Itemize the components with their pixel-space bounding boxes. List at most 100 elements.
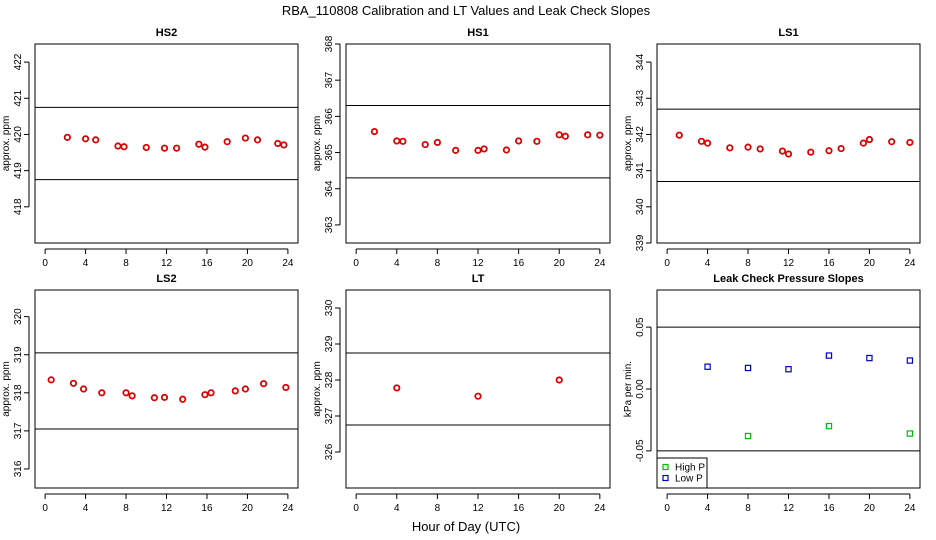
series [675,131,914,158]
y-axis: 363 364 365 366 367 368 [324,35,341,233]
plot-frame [656,289,921,489]
data-point [474,392,482,400]
y-axis-title: approx. ppm [623,116,634,172]
x-tick-label: 12 [472,258,484,269]
data-point [837,144,845,153]
x-tick-label: 4 [705,503,711,514]
x-tick-label: 16 [201,258,213,269]
y-axis-title: approx. ppm [1,361,12,417]
x-tick-label: 8 [123,503,129,514]
data-point [744,143,752,151]
data-point [555,376,563,384]
data-point [207,389,215,397]
data-point [253,136,262,144]
x-tick-label: 24 [594,258,606,269]
data-point [807,148,815,156]
x-tick-label: 0 [664,503,670,514]
y-tick-label: 326 [324,443,335,460]
legend-marker [662,474,669,482]
y-tick-label: 0.00 [635,379,646,399]
data-point [825,352,833,359]
data-point [179,395,187,403]
legend-label: High P [675,463,705,474]
y-axis: 326 327 328 329 330 [324,299,341,460]
y-tick-label: 365 [324,144,335,161]
y-axis: 316 317 318 319 320 [13,308,30,477]
data-point [452,146,460,154]
y-tick-label: 340 [635,198,646,215]
y-tick-label: 329 [324,335,335,352]
x-tick-label: 24 [282,258,294,269]
panel-title: HS2 [156,27,177,39]
data-point [555,131,563,139]
x-tick-label: 20 [242,258,254,269]
data-point [596,131,604,139]
data-point [120,143,128,151]
data-point [98,389,106,397]
data-point [785,366,792,373]
x-axis: 0 4 8 12 16 20 24 [664,493,916,514]
x-tick-label: 24 [904,258,916,269]
data-point [201,143,209,151]
data-point [282,383,290,392]
y-tick-label: 343 [635,89,646,106]
data-point [778,147,787,155]
data-point [433,138,441,147]
x-tick-label: 0 [664,258,670,269]
x-tick-label: 16 [823,258,835,269]
panel-5: LT 0 4 8 12 16 20 24 326 327 328 329 330 approx. ppm [312,273,611,514]
data-point [63,133,71,141]
data-point [79,385,88,393]
y-tick-label: 366 [324,108,335,125]
x-axis: 0 4 8 12 16 20 24 [42,248,294,269]
panel-title: Leak Check Pressure Slopes [713,273,863,285]
y-tick-label: 320 [13,308,24,325]
data-point [47,376,55,384]
data-point [888,138,896,146]
y-tick-label: 344 [635,53,646,70]
x-tick-label: 12 [472,503,484,514]
x-tick-label: 4 [394,258,400,269]
data-point [241,134,249,142]
data-point [128,392,136,400]
plot-frame [34,43,299,244]
series [63,133,288,152]
data-point [866,354,873,362]
panel-title: HS1 [467,27,488,39]
data-point [533,137,541,145]
x-tick-label: 20 [864,258,876,269]
panel-3: LS1 0 4 8 12 16 20 24 339 340 341 342 343 344 approx. … [623,27,921,269]
y-axis-title: approx. ppm [1,116,12,172]
series [47,376,290,403]
x-tick-label: 8 [435,503,441,514]
x-tick-label: 0 [353,258,359,269]
data-point [231,387,239,395]
legend-label: Low P [675,474,703,485]
x-tick-label: 0 [42,503,48,514]
data-point [241,385,249,393]
data-point [825,422,833,430]
x-tick-label: 16 [201,503,213,514]
x-tick-label: 16 [513,258,525,269]
x-tick-label: 12 [783,258,795,269]
x-tick-label: 4 [83,258,89,269]
y-axis: 339 340 341 342 343 344 [635,53,652,251]
data-point [92,136,100,144]
data-point [160,144,169,152]
data-point [81,135,90,143]
y-tick-label: 318 [13,384,24,401]
y-axis: -0.05 0.00 0.05 [635,317,652,462]
data-point [825,147,833,155]
panel-title: LS2 [156,273,176,285]
series [744,422,914,440]
data-point [280,141,288,149]
data-point [69,379,78,387]
data-point [393,384,401,392]
x-tick-label: 8 [745,258,751,269]
data-point [703,139,712,147]
data-point [114,142,122,150]
data-point [906,138,914,147]
data-point [142,143,150,152]
